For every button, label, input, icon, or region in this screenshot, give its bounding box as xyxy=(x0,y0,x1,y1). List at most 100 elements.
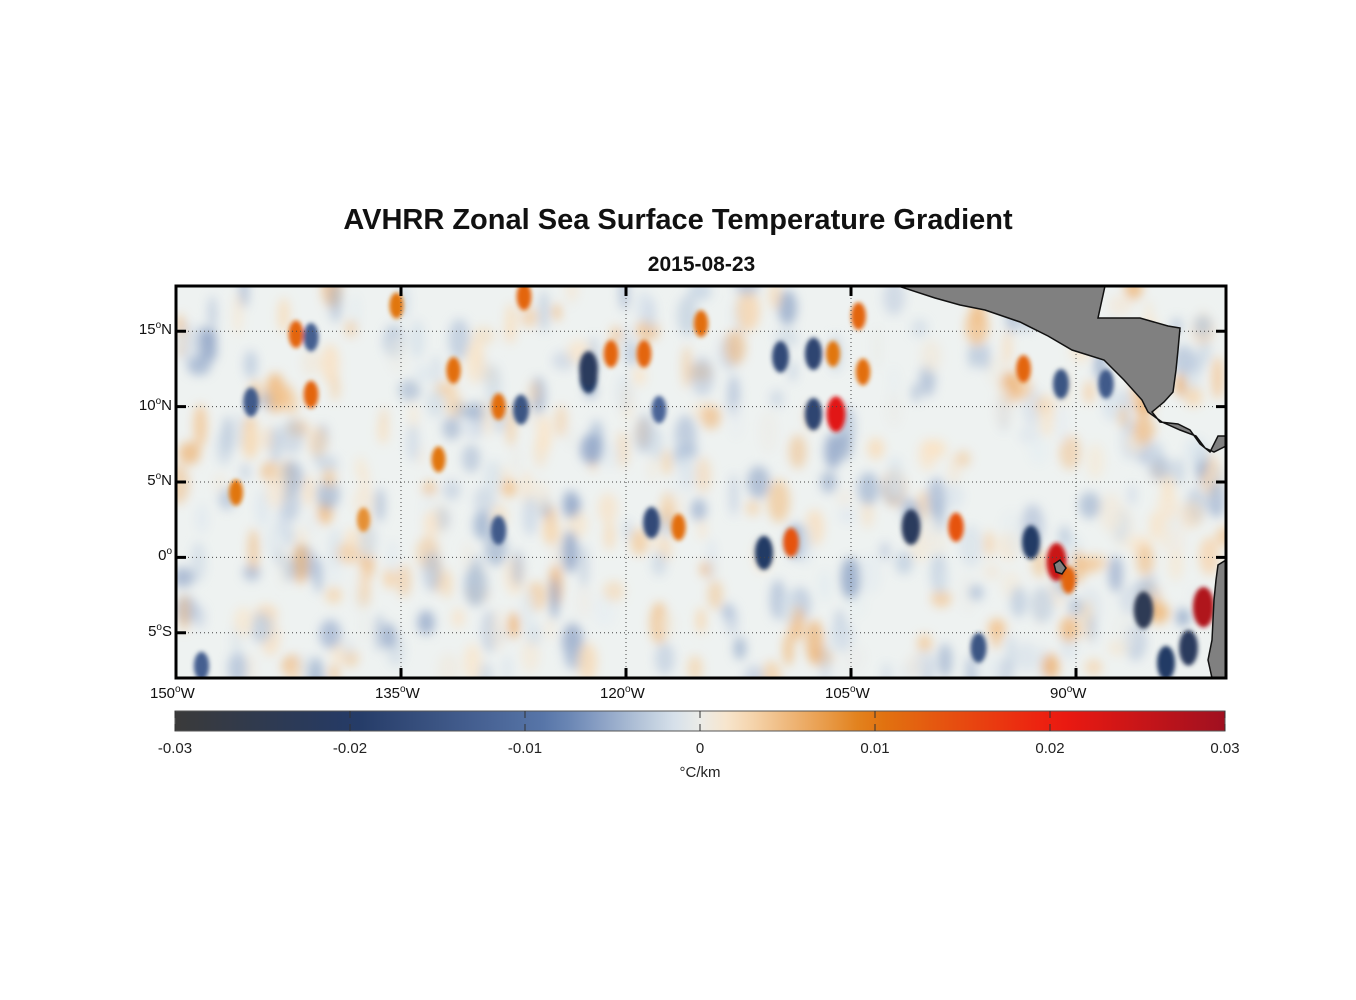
gradient-feature xyxy=(783,527,799,557)
texture-blob xyxy=(1001,511,1022,535)
texture-blob xyxy=(520,589,536,631)
texture-blob xyxy=(1058,525,1071,547)
texture-blob xyxy=(422,480,437,499)
texture-blob xyxy=(701,463,710,487)
texture-blob xyxy=(928,530,948,556)
texture-blob xyxy=(1099,492,1123,533)
texture-blob xyxy=(688,286,712,302)
gradient-feature xyxy=(643,506,660,539)
texture-blob xyxy=(234,412,244,451)
texture-blob xyxy=(1003,528,1028,556)
texture-blob xyxy=(767,479,790,523)
texture-blob xyxy=(690,356,715,397)
texture-blob xyxy=(451,607,465,629)
texture-blob xyxy=(565,286,579,303)
texture-blob xyxy=(566,427,576,449)
texture-blob xyxy=(881,662,892,678)
texture-blob xyxy=(788,360,798,383)
texture-blob xyxy=(329,664,340,678)
texture-blob xyxy=(677,295,698,336)
texture-blob xyxy=(216,429,232,466)
texture-blob xyxy=(577,642,598,678)
texture-blob xyxy=(939,568,950,595)
texture-blob xyxy=(317,354,338,372)
gradient-feature xyxy=(356,507,371,532)
texture-blob xyxy=(768,286,782,310)
galapagos-island xyxy=(1053,558,1067,575)
texture-blob xyxy=(430,354,442,387)
texture-blob xyxy=(322,468,336,488)
gradient-feature xyxy=(851,302,866,330)
texture-blob xyxy=(462,541,474,574)
texture-blob xyxy=(651,551,667,577)
texture-blob xyxy=(632,365,647,386)
gradient-feature xyxy=(1022,525,1040,560)
texture-blob xyxy=(872,326,882,369)
texture-blob xyxy=(176,567,195,588)
texture-blob xyxy=(502,654,512,678)
colorbar-tick-label: -0.02 xyxy=(332,740,368,757)
gradient-feature xyxy=(288,320,304,349)
texture-blob xyxy=(730,403,743,440)
gradient-feature xyxy=(579,351,598,387)
gradient-feature xyxy=(970,632,987,663)
texture-blob xyxy=(575,584,593,618)
lon-tick-label: 135oW xyxy=(375,684,420,702)
texture-blob xyxy=(1174,372,1186,397)
texture-blob xyxy=(511,446,521,477)
texture-blob xyxy=(736,290,760,332)
gradient-feature xyxy=(636,340,652,368)
texture-blob xyxy=(197,325,207,363)
texture-blob xyxy=(344,319,358,338)
colorbar-units: °C/km xyxy=(679,764,721,781)
texture-blob xyxy=(987,354,1006,388)
texture-blob xyxy=(678,454,695,493)
texture-blob xyxy=(1068,597,1083,616)
texture-blob xyxy=(797,523,813,565)
texture-blob xyxy=(724,329,746,365)
texture-blob xyxy=(233,606,254,637)
texture-blob xyxy=(968,342,979,369)
texture-blob xyxy=(552,303,562,321)
texture-blob xyxy=(729,473,738,517)
texture-blob xyxy=(465,340,486,384)
texture-blob xyxy=(1128,483,1137,506)
texture-blob xyxy=(1210,463,1226,508)
texture-blob xyxy=(463,417,484,440)
texture-blob xyxy=(982,562,1001,581)
texture-blob xyxy=(636,417,651,452)
texture-blob xyxy=(622,519,633,541)
texture-blob xyxy=(529,380,540,404)
texture-blob xyxy=(325,586,343,604)
texture-blob xyxy=(615,373,633,412)
texture-blob xyxy=(316,479,340,510)
texture-blob xyxy=(994,386,1013,429)
lat-tick-label: 5oS xyxy=(148,621,172,640)
gradient-feature xyxy=(826,340,840,367)
texture-blob xyxy=(655,642,675,676)
texture-blob xyxy=(580,433,603,465)
texture-blob xyxy=(442,479,461,501)
texture-blob xyxy=(661,449,673,476)
texture-blob xyxy=(690,498,707,522)
gradient-features-layer xyxy=(193,286,1215,678)
texture-blob xyxy=(1016,641,1038,673)
texture-blob xyxy=(313,558,324,594)
texture-blob xyxy=(780,590,797,625)
texture-blob xyxy=(340,638,355,659)
colorbar-tick-label: 0.02 xyxy=(1035,740,1065,757)
lon-tick-label: 120oW xyxy=(600,684,645,702)
texture-blob xyxy=(1108,555,1123,593)
texture-blob xyxy=(269,425,283,464)
texture-blob xyxy=(830,619,854,652)
texture-blob xyxy=(1079,492,1101,519)
texture-blob xyxy=(647,456,657,482)
texture-blob xyxy=(913,649,938,678)
colorbar-tick-label: -0.01 xyxy=(507,740,543,757)
colorbar-tick-label: 0.01 xyxy=(860,740,890,757)
gradient-feature xyxy=(755,535,773,570)
gradient-feature xyxy=(1192,586,1215,628)
texture-blob xyxy=(501,479,517,498)
texture-blob xyxy=(1215,526,1226,547)
texture-blob xyxy=(979,343,990,371)
